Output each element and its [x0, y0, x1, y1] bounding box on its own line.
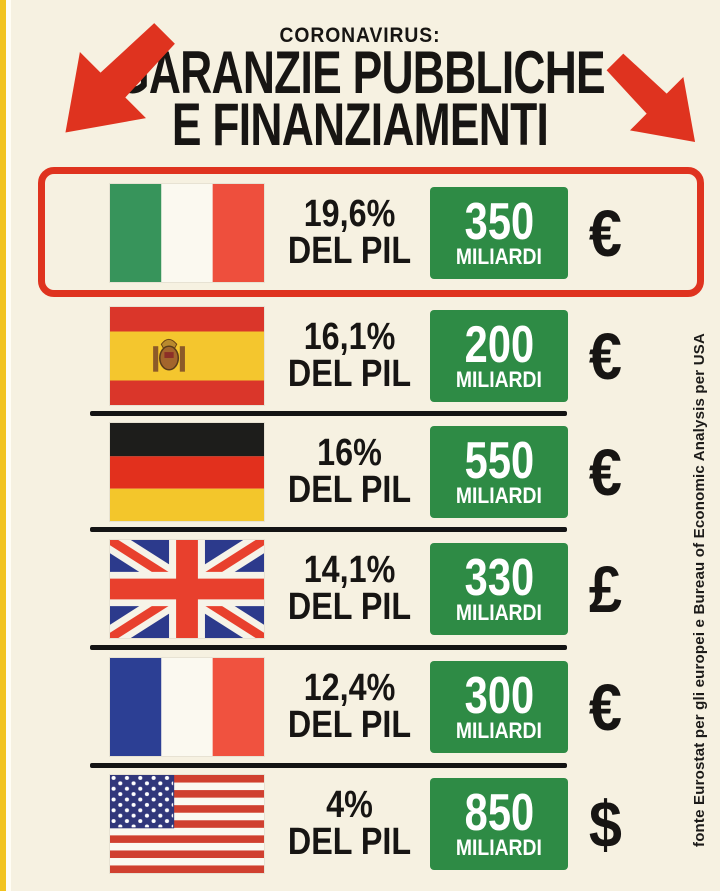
amount-badge: 350 MILIARDI — [430, 187, 568, 279]
pct-value: 16% — [317, 431, 382, 474]
red-arrow-down-right-icon — [40, 10, 190, 156]
amount-label: MILIARDI — [455, 482, 543, 508]
row-divider — [90, 645, 567, 650]
currency-symbol: € — [588, 196, 622, 270]
row-usa: 4% DEL PIL 850 MILIARDI $ — [0, 768, 720, 880]
row-divider — [90, 527, 567, 532]
currency-symbol: € — [588, 434, 622, 509]
country-rows: 19,6% DEL PIL 350 MILIARDI € — [0, 166, 720, 880]
currency-symbol: € — [588, 318, 622, 393]
amount-value: 200 — [464, 315, 534, 374]
usa-flag-icon — [110, 775, 264, 873]
gdp-percentage: 14,1% DEL PIL — [262, 548, 437, 628]
amount-badge: 300 MILIARDI — [430, 660, 568, 753]
pct-value: 4% — [326, 784, 373, 826]
amount-label: MILIARDI — [455, 366, 543, 392]
row-divider — [90, 411, 567, 416]
amount-badge: 550 MILIARDI — [430, 425, 568, 518]
pct-value: 16,1% — [303, 315, 396, 358]
red-arrow-down-left-icon — [596, 36, 714, 168]
amount-value: 850 — [464, 784, 534, 842]
pct-value: 12,4% — [303, 666, 396, 709]
amount-value: 300 — [464, 666, 534, 725]
row-divider — [90, 763, 567, 768]
gdp-percentage: 4% DEL PIL — [262, 784, 437, 863]
amount-label: MILIARDI — [455, 717, 543, 743]
gdp-percentage: 19,6% DEL PIL — [262, 193, 437, 272]
italy-flag-icon — [110, 184, 264, 282]
germany-flag-icon — [110, 422, 264, 521]
amount-label: MILIARDI — [455, 244, 543, 269]
row-spain: 16,1% DEL PIL 200 MILIARDI € — [0, 300, 720, 411]
page-title-line2: E FINANZIAMENTI — [171, 91, 549, 158]
gdp-percentage: 16,1% DEL PIL — [262, 315, 437, 395]
amount-label: MILIARDI — [455, 599, 543, 625]
pct-label: DEL PIL — [287, 703, 412, 746]
left-white-strip — [6, 0, 11, 891]
page-title-line1: GARANZIE PUBBLICHE — [115, 39, 606, 106]
gdp-percentage: 12,4% DEL PIL — [262, 666, 437, 746]
pct-value: 14,1% — [303, 548, 396, 591]
row-uk: 14,1% DEL PIL 330 MILIARDI £ — [0, 532, 720, 645]
amount-value: 550 — [464, 431, 534, 490]
pct-label: DEL PIL — [287, 585, 412, 628]
row-italy: 19,6% DEL PIL 350 MILIARDI € — [0, 166, 720, 300]
spain-flag-icon — [110, 306, 264, 405]
uk-flag-icon — [110, 539, 264, 638]
amount-badge: 850 MILIARDI — [430, 778, 568, 870]
pct-label: DEL PIL — [287, 352, 412, 395]
pct-value: 19,6% — [303, 193, 396, 235]
pct-label: DEL PIL — [287, 468, 412, 511]
row-france: 12,4% DEL PIL 300 MILIARDI € — [0, 650, 720, 763]
france-flag-icon — [110, 657, 264, 756]
currency-symbol: £ — [588, 551, 622, 626]
gdp-percentage: 16% DEL PIL — [262, 431, 437, 511]
spain-coat-of-arms — [153, 338, 185, 372]
row-germany: 16% DEL PIL 550 MILIARDI € — [0, 416, 720, 527]
currency-symbol: $ — [588, 787, 622, 861]
pct-label: DEL PIL — [287, 230, 412, 272]
amount-value: 330 — [464, 548, 534, 607]
amount-badge: 200 MILIARDI — [430, 309, 568, 402]
left-yellow-strip — [0, 0, 6, 891]
amount-value: 350 — [464, 193, 534, 251]
amount-badge: 330 MILIARDI — [430, 542, 568, 635]
amount-label: MILIARDI — [455, 835, 543, 860]
pct-label: DEL PIL — [287, 821, 412, 863]
source-note: fonte Eurostat per gli europei e Bureau … — [691, 333, 708, 847]
kicker-text: CORONAVIRUS: — [279, 24, 441, 47]
currency-symbol: € — [588, 669, 622, 744]
